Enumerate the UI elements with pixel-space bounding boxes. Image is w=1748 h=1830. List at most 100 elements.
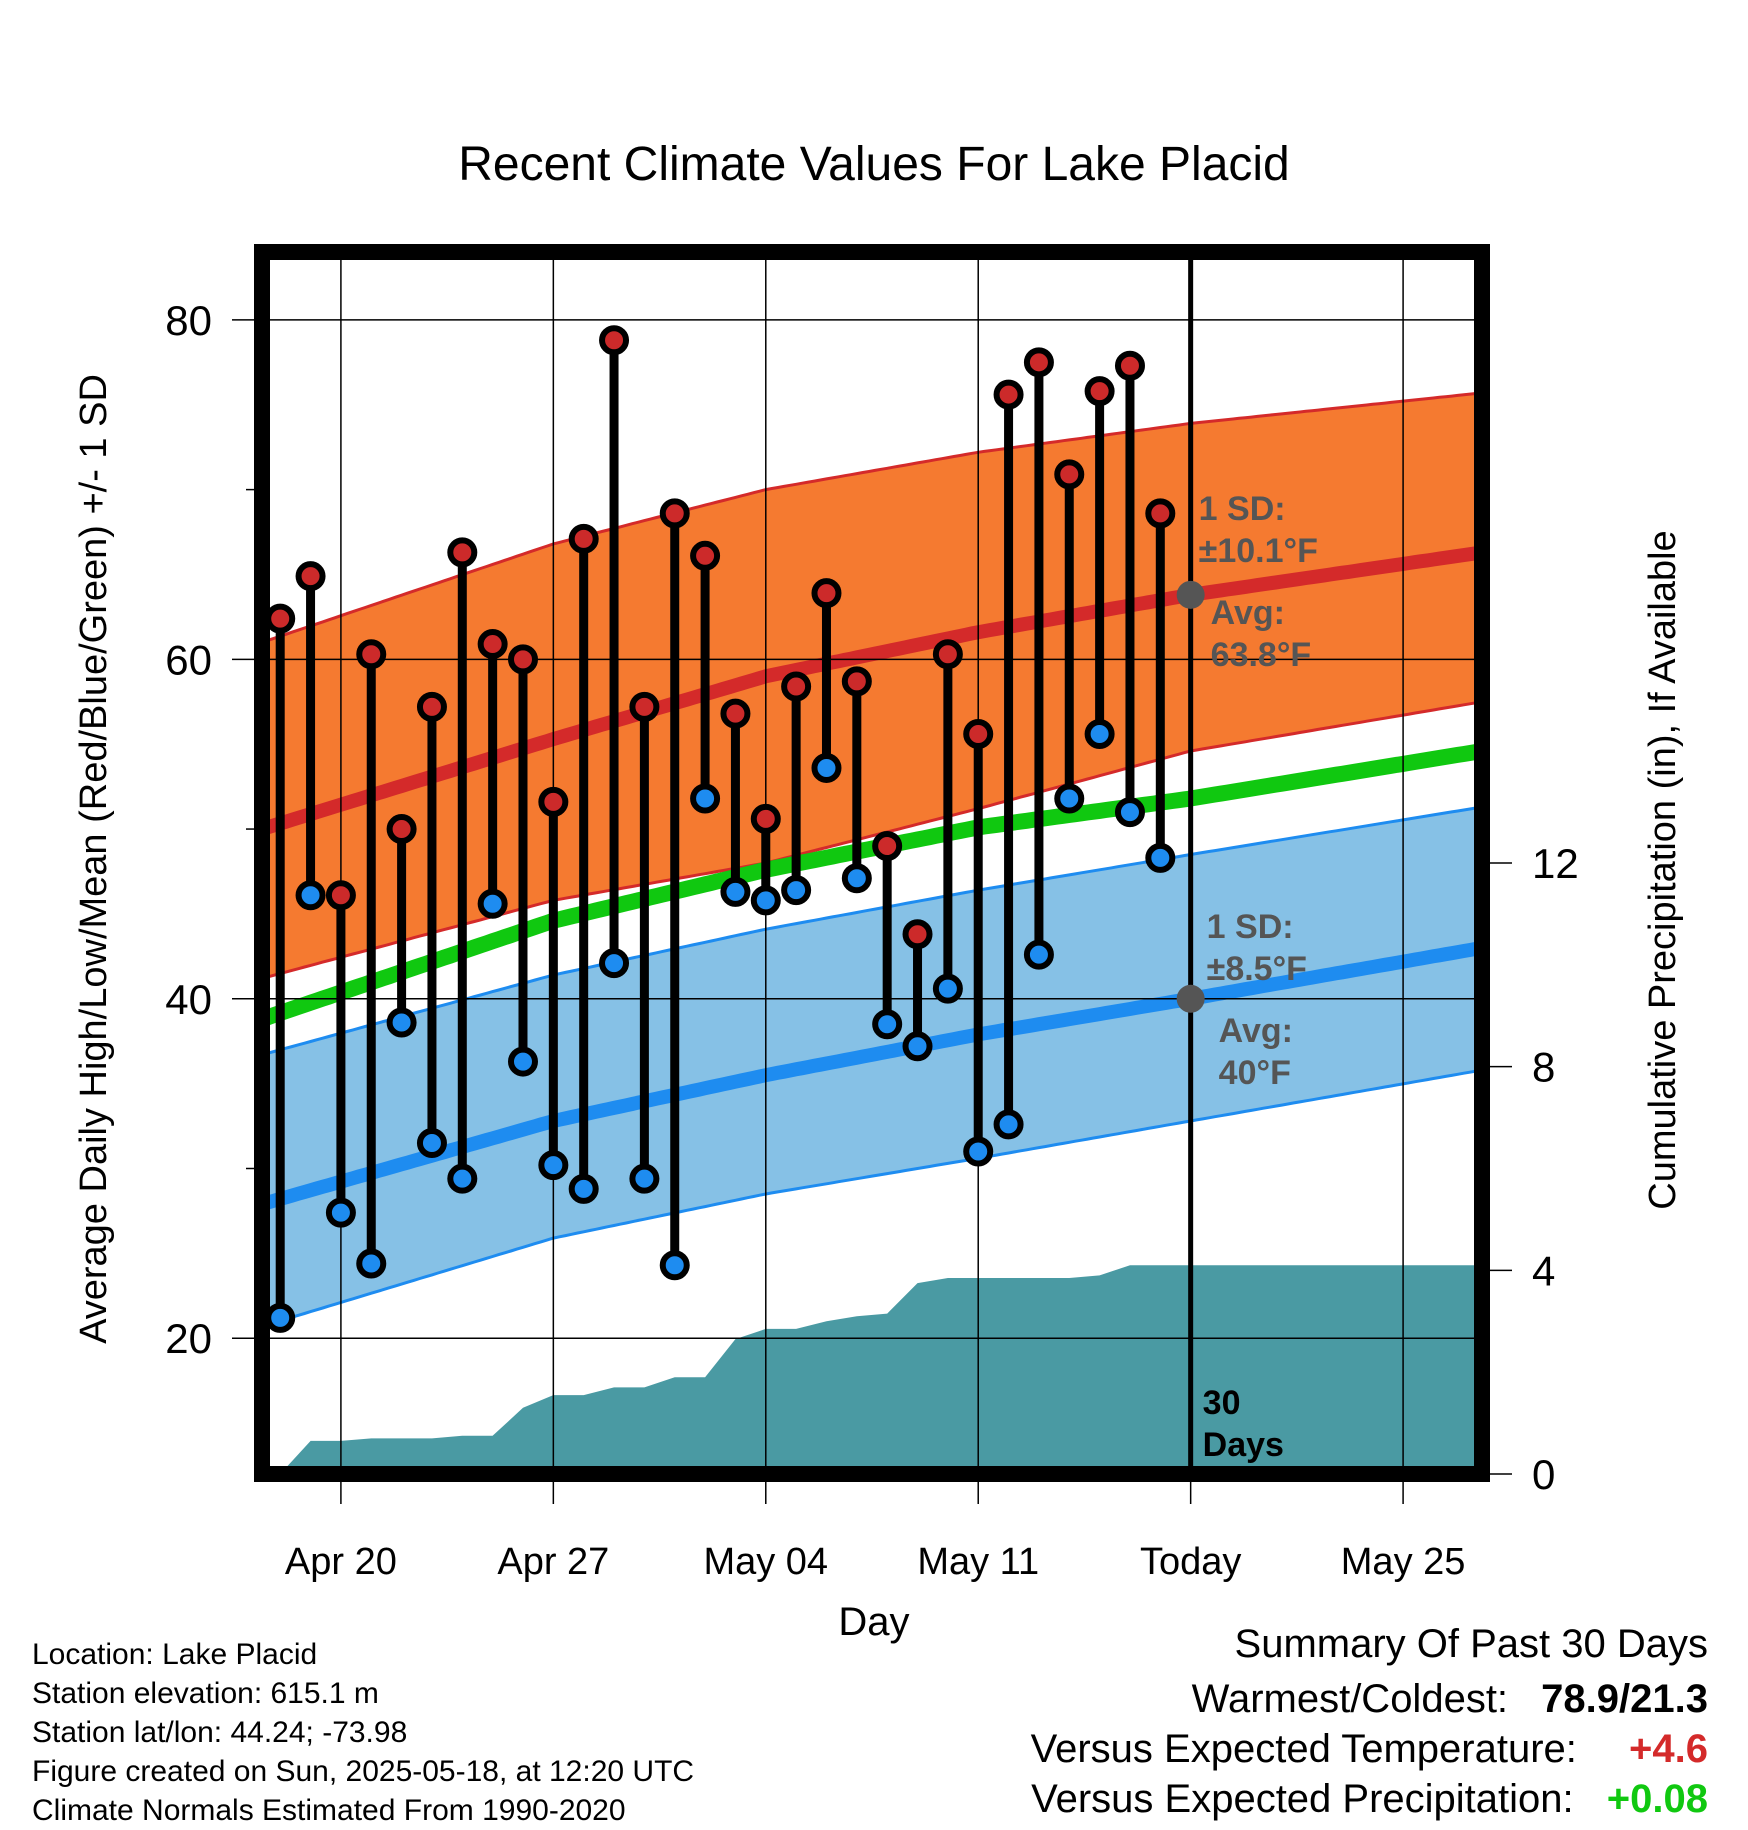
daily-low-point bbox=[477, 888, 508, 919]
daily-low-point bbox=[750, 885, 781, 916]
daily-high-point bbox=[872, 831, 903, 862]
daily-high-point bbox=[993, 379, 1024, 410]
daily-high-point bbox=[781, 671, 812, 702]
daily-low-point bbox=[416, 1128, 447, 1159]
daily-high-point bbox=[325, 880, 356, 911]
daily-low-point bbox=[932, 973, 963, 1004]
y2-axis-label: Cumulative Precipitation (in), If Availa… bbox=[1642, 530, 1684, 1209]
high-sd-band bbox=[262, 392, 1482, 979]
daily-low-point bbox=[902, 1031, 933, 1062]
x-tick-label: Apr 27 bbox=[497, 1541, 609, 1583]
location-text: Location: Lake Placid bbox=[32, 1638, 318, 1671]
x-axis-label: Day bbox=[838, 1600, 909, 1644]
daily-high-point bbox=[538, 786, 569, 817]
summary-temp-row: Versus Expected Temperature: +4.6 bbox=[1031, 1727, 1708, 1772]
latlon-text: Station lat/lon: 44.24; -73.98 bbox=[32, 1716, 408, 1749]
daily-low-point bbox=[811, 752, 842, 783]
elevation-text: Station elevation: 615.1 m bbox=[32, 1677, 379, 1710]
daily-low-point bbox=[629, 1163, 660, 1194]
daily-high-point bbox=[1114, 350, 1145, 381]
daily-high-point bbox=[447, 537, 478, 568]
daily-high-point bbox=[750, 803, 781, 834]
x-tick-label: Apr 20 bbox=[285, 1541, 397, 1583]
y2-tick-label: 4 bbox=[1532, 1247, 1555, 1294]
summary-heading: Summary Of Past 30 Days bbox=[1234, 1622, 1708, 1666]
daily-low-point bbox=[872, 1009, 903, 1040]
daily-high-point bbox=[507, 644, 538, 675]
daily-low-point bbox=[1054, 783, 1085, 814]
daily-high-point bbox=[1145, 498, 1176, 529]
precip-area bbox=[262, 1265, 1482, 1474]
y-tick-label: 80 bbox=[165, 297, 212, 344]
daily-low-point bbox=[1023, 939, 1054, 970]
daily-high-point bbox=[265, 603, 296, 634]
station-info: Location: Lake Placid Station elevation:… bbox=[32, 1635, 694, 1830]
daily-low-point bbox=[507, 1046, 538, 1077]
daily-high-point bbox=[295, 561, 326, 592]
daily-low-point bbox=[841, 863, 872, 894]
precip-value: +0.08 bbox=[1606, 1777, 1708, 1821]
daily-low-point bbox=[963, 1136, 994, 1167]
daily-low-point bbox=[295, 880, 326, 911]
y-tick-label: 20 bbox=[165, 1315, 212, 1362]
daily-low-point bbox=[720, 876, 751, 907]
daily-low-point bbox=[356, 1248, 387, 1279]
daily-high-point bbox=[416, 691, 447, 722]
daily-high-point bbox=[386, 814, 417, 845]
x-tick-label: May 25 bbox=[1341, 1541, 1466, 1583]
precip-label: Versus Expected Precipitation: bbox=[1031, 1777, 1574, 1821]
daily-low-point bbox=[690, 783, 721, 814]
daily-low-point bbox=[386, 1007, 417, 1038]
x-tick-label: May 04 bbox=[703, 1541, 828, 1583]
daily-high-point bbox=[1054, 459, 1085, 490]
daily-high-point bbox=[659, 498, 690, 529]
y-tick-label: 60 bbox=[165, 636, 212, 683]
daily-high-point bbox=[811, 578, 842, 609]
daily-low-point bbox=[265, 1302, 296, 1333]
y-axis-label: Average Daily High/Low/Mean (Red/Blue/Gr… bbox=[73, 374, 115, 1344]
normals-text: Climate Normals Estimated From 1990-2020 bbox=[32, 1794, 626, 1827]
daily-high-point bbox=[568, 523, 599, 554]
daily-high-point bbox=[963, 719, 994, 750]
daily-high-point bbox=[690, 540, 721, 571]
high-normal-annotation: 1 SD: ±10.1°F Avg: 63.8°F bbox=[1199, 490, 1318, 674]
daily-low-point bbox=[993, 1109, 1024, 1140]
daily-low-point bbox=[1114, 797, 1145, 828]
plot-layer: 1 SD: ±10.1°F Avg: 63.8°F 1 SD: ±8.5°F Avg: 40°… bbox=[165, 244, 1579, 1583]
daily-high-point bbox=[841, 666, 872, 697]
temp-value: +4.6 bbox=[1629, 1727, 1708, 1771]
warmest-value: 78.9/21.3 bbox=[1541, 1677, 1708, 1721]
daily-low-point bbox=[1145, 842, 1176, 873]
daily-high-point bbox=[356, 639, 387, 670]
daily-high-point bbox=[1084, 376, 1115, 407]
daily-high-point bbox=[477, 629, 508, 660]
summary-precip-row: Versus Expected Precipitation: +0.08 bbox=[1031, 1777, 1708, 1822]
daily-low-point bbox=[447, 1163, 478, 1194]
daily-low-point bbox=[599, 948, 630, 979]
x-tick-label: Today bbox=[1140, 1541, 1241, 1583]
today-low-avg-point bbox=[1176, 984, 1205, 1013]
low-sd-band bbox=[262, 807, 1482, 1327]
daily-low-point bbox=[1084, 719, 1115, 750]
created-text: Figure created on Sun, 2025-05-18, at 12… bbox=[32, 1755, 695, 1788]
today-days-label: 30 Days bbox=[1203, 1384, 1284, 1464]
daily-high-point bbox=[1023, 347, 1054, 378]
daily-high-point bbox=[629, 691, 660, 722]
low-lower-line bbox=[262, 1068, 1482, 1328]
daily-high-point bbox=[932, 639, 963, 670]
y2-tick-label: 0 bbox=[1532, 1451, 1555, 1498]
chart-title: Recent Climate Values For Lake Placid bbox=[458, 138, 1290, 191]
daily-low-point bbox=[781, 875, 812, 906]
daily-low-point bbox=[538, 1150, 569, 1181]
daily-low-point bbox=[325, 1197, 356, 1228]
daily-high-point bbox=[599, 325, 630, 356]
plot-area: 1 SD: ±10.1°F Avg: 63.8°F 1 SD: ±8.5°F Avg: 40°… bbox=[262, 252, 1482, 1474]
y-tick-label: 40 bbox=[165, 976, 212, 1023]
daily-high-point bbox=[720, 698, 751, 729]
today-high-avg-point bbox=[1176, 580, 1205, 609]
temp-label: Versus Expected Temperature: bbox=[1030, 1727, 1577, 1771]
low-normal-annotation: 1 SD: ±8.5°F Avg: 40°F bbox=[1207, 908, 1307, 1092]
daily-low-point bbox=[568, 1173, 599, 1204]
summary-warmest-row: Warmest/Coldest: 78.9/21.3 bbox=[1192, 1677, 1708, 1722]
